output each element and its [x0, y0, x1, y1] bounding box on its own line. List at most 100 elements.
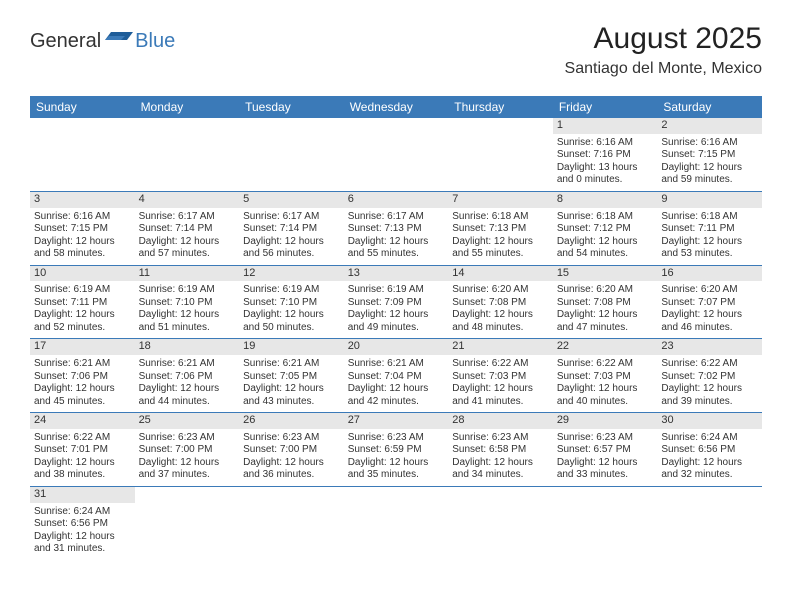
calendar-cell: 3Sunrise: 6:16 AMSunset: 7:15 PMDaylight…	[30, 191, 135, 265]
day-details: Sunrise: 6:22 AMSunset: 7:03 PMDaylight:…	[452, 357, 549, 408]
daylight-text: Daylight: 12 hours and 34 minutes.	[452, 457, 549, 482]
daylight-text: Daylight: 12 hours and 47 minutes.	[557, 309, 654, 334]
sunset-text: Sunset: 7:13 PM	[348, 223, 445, 236]
daylight-text: Daylight: 12 hours and 49 minutes.	[348, 309, 445, 334]
sunset-text: Sunset: 7:08 PM	[452, 297, 549, 310]
sunrise-text: Sunrise: 6:19 AM	[34, 284, 131, 297]
sunrise-text: Sunrise: 6:18 AM	[452, 211, 549, 224]
day-number: 6	[344, 192, 449, 208]
day-number: 13	[344, 266, 449, 282]
daylight-text: Daylight: 12 hours and 46 minutes.	[661, 309, 758, 334]
calendar-cell: 1Sunrise: 6:16 AMSunset: 7:16 PMDaylight…	[553, 118, 658, 191]
calendar-cell: 22Sunrise: 6:22 AMSunset: 7:03 PMDayligh…	[553, 339, 658, 413]
day-number: 24	[30, 413, 135, 429]
calendar-cell: 17Sunrise: 6:21 AMSunset: 7:06 PMDayligh…	[30, 339, 135, 413]
daylight-text: Daylight: 12 hours and 52 minutes.	[34, 309, 131, 334]
calendar-cell: 8Sunrise: 6:18 AMSunset: 7:12 PMDaylight…	[553, 191, 658, 265]
calendar-cell: 29Sunrise: 6:23 AMSunset: 6:57 PMDayligh…	[553, 413, 658, 487]
daylight-text: Daylight: 12 hours and 48 minutes.	[452, 309, 549, 334]
calendar-row: 31Sunrise: 6:24 AMSunset: 6:56 PMDayligh…	[30, 486, 762, 559]
day-details: Sunrise: 6:19 AMSunset: 7:10 PMDaylight:…	[139, 283, 236, 334]
day-header-row: Sunday Monday Tuesday Wednesday Thursday…	[30, 96, 762, 118]
sunrise-text: Sunrise: 6:24 AM	[661, 432, 758, 445]
day-details: Sunrise: 6:19 AMSunset: 7:11 PMDaylight:…	[34, 283, 131, 334]
calendar-cell: 26Sunrise: 6:23 AMSunset: 7:00 PMDayligh…	[239, 413, 344, 487]
sunrise-text: Sunrise: 6:20 AM	[661, 284, 758, 297]
calendar-cell	[553, 486, 658, 559]
sunset-text: Sunset: 6:59 PM	[348, 444, 445, 457]
day-number: 14	[448, 266, 553, 282]
daylight-text: Daylight: 12 hours and 42 minutes.	[348, 383, 445, 408]
day-number: 2	[657, 118, 762, 134]
sunset-text: Sunset: 7:14 PM	[139, 223, 236, 236]
logo-flag-icon	[105, 26, 135, 49]
dayhead-thursday: Thursday	[448, 96, 553, 118]
sunrise-text: Sunrise: 6:19 AM	[348, 284, 445, 297]
day-details: Sunrise: 6:16 AMSunset: 7:16 PMDaylight:…	[557, 136, 654, 187]
sunset-text: Sunset: 7:00 PM	[243, 444, 340, 457]
sunrise-text: Sunrise: 6:23 AM	[139, 432, 236, 445]
day-details: Sunrise: 6:24 AMSunset: 6:56 PMDaylight:…	[661, 431, 758, 482]
day-number: 25	[135, 413, 240, 429]
sunset-text: Sunset: 7:03 PM	[452, 371, 549, 384]
dayhead-sunday: Sunday	[30, 96, 135, 118]
sunset-text: Sunset: 6:56 PM	[661, 444, 758, 457]
sunset-text: Sunset: 7:08 PM	[557, 297, 654, 310]
calendar-cell: 5 Sunrise: 6:17 AMSunset: 7:14 PMDaylight…	[239, 191, 344, 265]
sunrise-text: Sunrise: 6:20 AM	[557, 284, 654, 297]
logo: General Blue	[30, 30, 175, 53]
sunset-text: Sunset: 7:13 PM	[452, 223, 549, 236]
sunset-text: Sunset: 7:12 PM	[557, 223, 654, 236]
day-details: Sunrise: 6:20 AMSunset: 7:07 PMDaylight:…	[661, 283, 758, 334]
day-number: 29	[553, 413, 658, 429]
sunrise-text: Sunrise: 6:17 AM	[139, 211, 236, 224]
sunrise-text: Sunrise: 6:22 AM	[34, 432, 131, 445]
day-number: 15	[553, 266, 658, 282]
day-number: 17	[30, 339, 135, 355]
page-header: General Blue August 2025 Santiago del Mo…	[0, 0, 792, 88]
daylight-text: Daylight: 12 hours and 53 minutes.	[661, 236, 758, 261]
daylight-text: Daylight: 12 hours and 37 minutes.	[139, 457, 236, 482]
daylight-text: Daylight: 13 hours and 0 minutes.	[557, 162, 654, 187]
day-number: 20	[344, 339, 449, 355]
sunset-text: Sunset: 7:11 PM	[34, 297, 131, 310]
day-details: Sunrise: 6:18 AMSunset: 7:12 PMDaylight:…	[557, 210, 654, 261]
day-details: Sunrise: 6:19 AMSunset: 7:10 PMDaylight:…	[243, 283, 340, 334]
day-details: Sunrise: 6:18 AMSunset: 7:13 PMDaylight:…	[452, 210, 549, 261]
sunset-text: Sunset: 7:06 PM	[139, 371, 236, 384]
logo-text-general: General	[30, 30, 101, 53]
sunset-text: Sunset: 7:10 PM	[243, 297, 340, 310]
sunset-text: Sunset: 6:58 PM	[452, 444, 549, 457]
calendar-cell: 13 Sunrise: 6:19 AMSunset: 7:09 PMDayligh…	[344, 265, 449, 339]
sunrise-text: Sunrise: 6:16 AM	[34, 211, 131, 224]
day-details: Sunrise: 6:23 AMSunset: 7:00 PMDaylight:…	[139, 431, 236, 482]
daylight-text: Daylight: 12 hours and 31 minutes.	[34, 531, 131, 556]
calendar-cell: 30Sunrise: 6:24 AMSunset: 6:56 PMDayligh…	[657, 413, 762, 487]
calendar-cell: 2Sunrise: 6:16 AMSunset: 7:15 PMDaylight…	[657, 118, 762, 191]
daylight-text: Daylight: 12 hours and 40 minutes.	[557, 383, 654, 408]
logo-text-blue: Blue	[135, 30, 175, 53]
day-number: 19	[239, 339, 344, 355]
dayhead-tuesday: Tuesday	[239, 96, 344, 118]
sunrise-text: Sunrise: 6:18 AM	[661, 211, 758, 224]
daylight-text: Daylight: 12 hours and 55 minutes.	[452, 236, 549, 261]
calendar-cell	[135, 486, 240, 559]
day-details: Sunrise: 6:17 AMSunset: 7:14 PMDaylight:…	[243, 210, 340, 261]
day-number: 5	[239, 192, 344, 208]
sunset-text: Sunset: 7:09 PM	[348, 297, 445, 310]
calendar-cell: 27 Sunrise: 6:23 AMSunset: 6:59 PMDayligh…	[344, 413, 449, 487]
day-details: Sunrise: 6:23 AMSunset: 6:59 PMDaylight:…	[348, 431, 445, 482]
daylight-text: Daylight: 12 hours and 51 minutes.	[139, 309, 236, 334]
sunrise-text: Sunrise: 6:23 AM	[348, 432, 445, 445]
sunset-text: Sunset: 7:01 PM	[34, 444, 131, 457]
sunrise-text: Sunrise: 6:24 AM	[34, 506, 131, 519]
day-number: 16	[657, 266, 762, 282]
calendar-cell: 15 Sunrise: 6:20 AMSunset: 7:08 PMDayligh…	[553, 265, 658, 339]
calendar-cell	[239, 118, 344, 191]
day-details: Sunrise: 6:20 AMSunset: 7:08 PMDaylight:…	[452, 283, 549, 334]
sunrise-text: Sunrise: 6:23 AM	[243, 432, 340, 445]
sunrise-text: Sunrise: 6:22 AM	[661, 358, 758, 371]
day-number: 27	[344, 413, 449, 429]
daylight-text: Daylight: 12 hours and 36 minutes.	[243, 457, 340, 482]
calendar-cell	[448, 486, 553, 559]
